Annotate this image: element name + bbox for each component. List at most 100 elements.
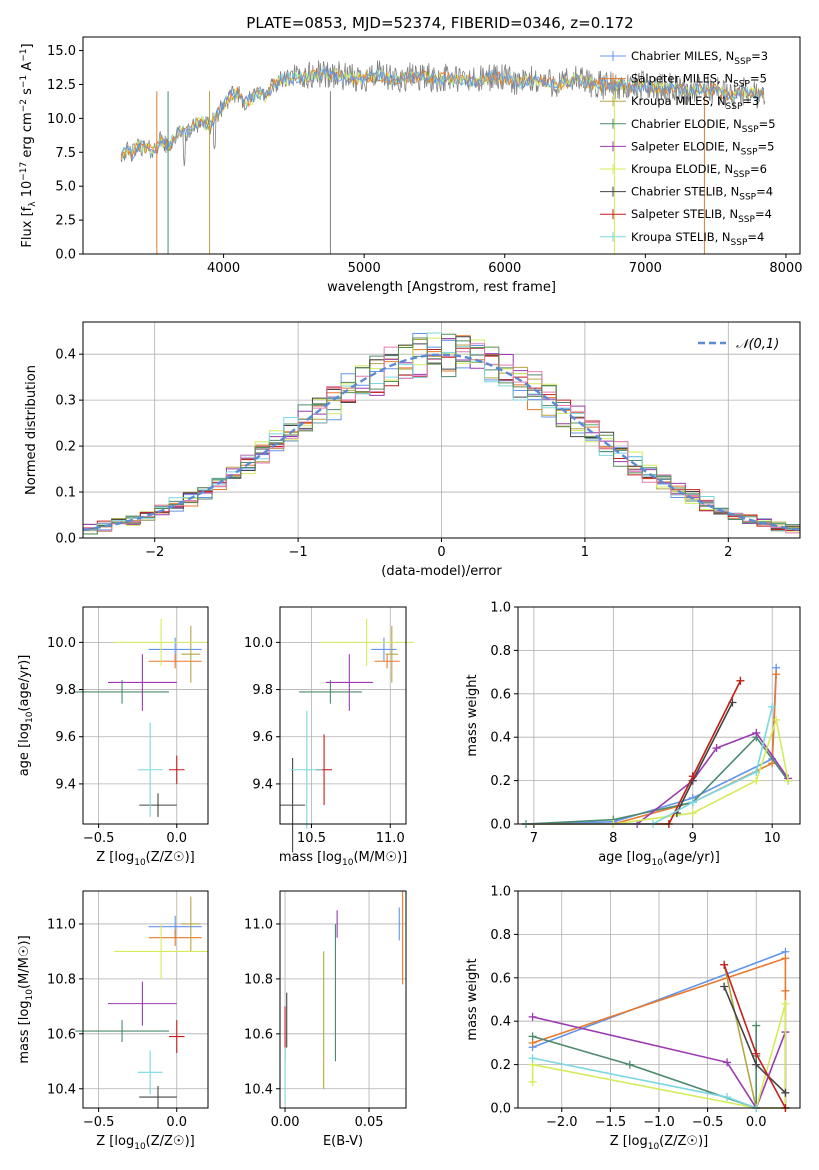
- y-tick-label: 0.0: [490, 1102, 511, 1117]
- x-tick-label: 9: [689, 831, 697, 846]
- y-tick-label: 7.5: [55, 146, 76, 161]
- weight-marker: [688, 772, 697, 781]
- weight-series-line: [525, 667, 777, 825]
- model-spectrum-line: [120, 66, 765, 161]
- y-tick-label: 10.4: [47, 1082, 76, 1097]
- y-tick-label: 0.4: [55, 348, 76, 363]
- weight-marker: [720, 982, 729, 991]
- x-tick-label: 11.0: [376, 831, 405, 846]
- x-tick-label: −1.5: [595, 1115, 627, 1130]
- x-axis-label: wavelength [Angstrom, rest frame]: [327, 280, 556, 295]
- y-tick-label: 10.8: [244, 972, 273, 987]
- weight-marker: [768, 702, 777, 711]
- y-tick-label: 5.0: [55, 180, 76, 195]
- weight-marker: [736, 676, 745, 685]
- y-tick-label: 9.4: [55, 777, 76, 792]
- x-tick-label: −2: [145, 545, 164, 560]
- weight-marker: [752, 776, 761, 785]
- y-tick-label: 0.2: [55, 440, 76, 455]
- y-axis-label: Flux [fλ 10−17 erg cm−2 s−1 A−1]: [19, 43, 38, 247]
- y-axis-label: age [log10(age/yr)]: [17, 655, 35, 777]
- weight-series-line: [525, 674, 777, 825]
- y-tick-label: 0.4: [490, 1015, 511, 1030]
- weight-marker: [528, 1032, 537, 1041]
- axes-mass_weight_vs_Z: −2.0 −1.5 −1.0 −0.5 0.0 0.0 0.2 0.4 0.6 0.8 1.0 Z […: [465, 885, 800, 1152]
- x-tick-label: 7000: [629, 261, 662, 276]
- y-tick-label: 0.8: [490, 928, 511, 943]
- y-tick-label: 10.4: [244, 1082, 273, 1097]
- weight-marker: [752, 728, 761, 737]
- axes-frame: [82, 321, 801, 539]
- weight-marker: [723, 1058, 732, 1067]
- legend-label: Chabrier ELODIE, NSSP=5: [631, 117, 776, 135]
- x-tick-label: 0.0: [166, 831, 187, 846]
- y-tick-label: 9.8: [55, 683, 76, 698]
- legend-label: Chabrier STELIB, NSSP=4: [631, 185, 773, 203]
- y-axis-label: Normed distribution: [24, 365, 39, 495]
- x-tick-label: 4000: [207, 261, 240, 276]
- legend-label: Kroupa ELODIE, NSSP=6: [631, 162, 767, 180]
- x-tick-label: −2.0: [546, 1115, 578, 1130]
- model-spectrum-line: [120, 67, 765, 159]
- weight-marker: [723, 1093, 732, 1102]
- x-tick-label: 0.00: [271, 1115, 300, 1130]
- weight-marker: [752, 767, 761, 776]
- axes-frame: [279, 606, 407, 825]
- x-tick-label: 10: [764, 831, 781, 846]
- axes-frame: [82, 606, 209, 825]
- weight-marker: [781, 986, 790, 995]
- axes-age_vs_Z: −0.5 0.0 9.4 9.6 9.8 10.0 Z [log10(Z/Z☉)] age […: [17, 607, 208, 868]
- weight-marker: [688, 809, 697, 818]
- weight-series-line: [532, 951, 786, 1048]
- weight-marker: [712, 744, 721, 753]
- y-tick-label: 10.0: [244, 636, 273, 651]
- legend-residuals: 𝒩(0,1): [698, 337, 779, 352]
- x-tick-label: 6000: [488, 261, 521, 276]
- y-tick-label: 1.0: [490, 601, 511, 616]
- x-tick-label: −0.5: [83, 831, 115, 846]
- weight-marker: [772, 670, 781, 679]
- x-axis-label: (data-model)/error: [381, 564, 502, 579]
- x-tick-label: 0.05: [355, 1115, 384, 1130]
- x-tick-label: 0.0: [166, 1115, 187, 1130]
- y-tick-label: 10.6: [47, 1027, 76, 1042]
- y-tick-label: 11.0: [47, 917, 76, 932]
- x-tick-label: −1: [289, 545, 308, 560]
- legend-label: Chabrier MILES, NSSP=3: [631, 49, 768, 67]
- legend-spectrum: Chabrier MILES, NSSP=3 Salpeter MILES, NS…: [600, 49, 776, 248]
- axes-frame: [517, 606, 801, 825]
- y-tick-label: 11.0: [244, 917, 273, 932]
- y-axis-label: mass [log10(M/M☉)]: [17, 935, 35, 1063]
- axes-frame: [82, 890, 209, 1109]
- weight-marker: [752, 1049, 761, 1058]
- y-tick-label: 10.0: [47, 112, 76, 127]
- weight-marker: [528, 1054, 537, 1063]
- y-tick-label: 15.0: [47, 44, 76, 59]
- weight-series-line: [532, 1057, 757, 1109]
- weight-series-line: [525, 680, 742, 825]
- y-tick-label: 9.6: [252, 730, 273, 745]
- weight-series-line: [636, 731, 789, 825]
- legend-label: Salpeter MILES, NSSP=5: [631, 72, 767, 90]
- y-tick-label: 10.8: [47, 972, 76, 987]
- x-tick-label: 7: [530, 831, 538, 846]
- y-tick-label: 0.0: [490, 818, 511, 833]
- x-axis-label: Z [log10(Z/Z☉)]: [96, 850, 194, 868]
- axes-mass_vs_EBV: 0.00 0.05 10.4 10.6 10.8 11.0 E(B-V): [244, 891, 406, 1149]
- axes-spectrum: 4000 5000 6000 7000 8000 0.0 2.5 5.0 7.5 10.0 12.5…: [19, 43, 802, 295]
- figure-title: PLATE=0853, MJD=52374, FIBERID=0346, z=0…: [246, 14, 633, 32]
- y-tick-label: 0.2: [490, 1058, 511, 1073]
- axes-frame: [517, 890, 801, 1109]
- weight-marker: [528, 1077, 537, 1086]
- normal-curve: [82, 353, 801, 532]
- y-tick-label: 12.5: [47, 78, 76, 93]
- y-tick-label: 0.2: [490, 774, 511, 789]
- x-tick-label: 0: [437, 545, 445, 560]
- y-tick-label: 0.1: [55, 486, 76, 501]
- weight-marker: [688, 798, 697, 807]
- y-tick-label: 0.0: [55, 248, 76, 263]
- y-tick-label: 0.4: [490, 731, 511, 746]
- y-tick-label: 10.0: [47, 636, 76, 651]
- axes-age_vs_mass: 10.5 11.0 9.4 9.6 9.8 10.0 mass [log10(M/M☉)]: [244, 607, 414, 868]
